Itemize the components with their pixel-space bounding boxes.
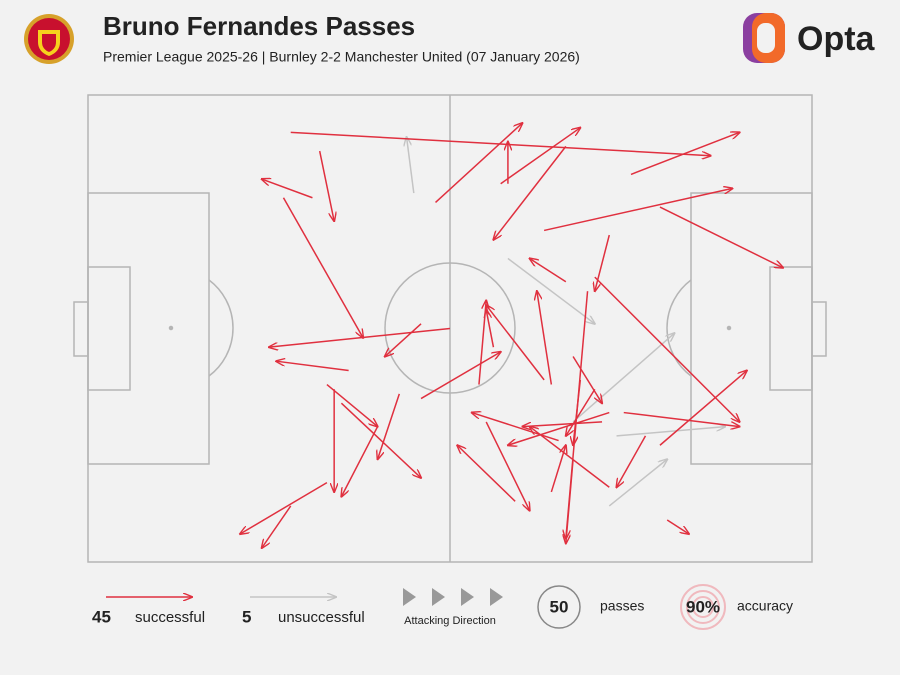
accuracy-value: 90% xyxy=(686,597,720,616)
pass-arrow xyxy=(457,445,516,502)
pass-arrow xyxy=(530,427,610,488)
accuracy-label: accuracy xyxy=(737,598,793,614)
direction-label: Attacking Direction xyxy=(404,615,496,627)
total-badge xyxy=(537,585,581,629)
legend-count: 5 xyxy=(242,607,251,626)
pass-arrow xyxy=(573,379,582,445)
pass-arrow xyxy=(290,131,711,155)
pass-arrow xyxy=(341,426,379,497)
pass-arrow xyxy=(486,305,545,381)
total-value: 50 xyxy=(550,597,569,616)
passes xyxy=(240,123,783,548)
pass-arrow xyxy=(659,371,747,446)
pass-arrow xyxy=(240,481,328,534)
pass-arrow xyxy=(666,519,689,534)
pass-arrow xyxy=(486,310,495,348)
title: Bruno Fernandes Passes xyxy=(103,11,415,41)
pass-arrow xyxy=(500,128,581,185)
pass-arrow xyxy=(269,327,451,348)
pass-arrow xyxy=(435,123,523,203)
club-crest xyxy=(24,14,74,64)
pass-arrow xyxy=(543,188,732,232)
pass-arrow xyxy=(572,333,674,423)
pass-arrow xyxy=(616,427,726,437)
pass-arrow xyxy=(617,435,647,487)
pass-arrow xyxy=(340,402,421,478)
brand-name: Opta xyxy=(797,20,876,58)
brand-logo: Opta xyxy=(743,13,876,63)
pass-arrow xyxy=(282,197,363,338)
pass-arrow xyxy=(566,459,574,543)
pass-arrow xyxy=(262,179,313,199)
pass-arrow xyxy=(262,505,292,548)
pass-arrow xyxy=(530,258,567,283)
legend-label: unsuccessful xyxy=(278,609,365,626)
pass-arrow xyxy=(493,145,567,239)
pass-arrow xyxy=(550,445,565,493)
pass-arrow xyxy=(318,150,334,221)
legend-count: 45 xyxy=(92,607,111,626)
pass-arrow xyxy=(623,411,740,427)
pass-arrow xyxy=(508,411,610,446)
pass-arrow xyxy=(507,257,595,323)
pass-arrow xyxy=(566,388,596,436)
pass-arrow xyxy=(595,234,611,291)
accuracy-target xyxy=(680,584,726,630)
legend-label: successful xyxy=(135,609,205,626)
total-label: passes xyxy=(600,598,644,614)
pass-arrow xyxy=(378,393,401,459)
pass-arrow xyxy=(630,132,740,176)
pass-arrow xyxy=(608,459,667,507)
pass-arrow xyxy=(276,361,349,372)
pass-arrow xyxy=(537,291,553,385)
subtitle: Premier League 2025-26 | Burnley 2-2 Man… xyxy=(103,49,580,65)
pass-arrow xyxy=(572,356,602,404)
pass-arrow xyxy=(472,413,559,442)
pass-arrow xyxy=(385,323,422,357)
pass-arrow xyxy=(326,383,378,427)
pass-arrow xyxy=(485,421,529,511)
pass-arrow xyxy=(659,206,783,268)
pass-arrow xyxy=(420,352,501,400)
pitch xyxy=(73,94,827,563)
direction-arrows xyxy=(403,588,503,606)
pass-arrow xyxy=(407,137,415,194)
